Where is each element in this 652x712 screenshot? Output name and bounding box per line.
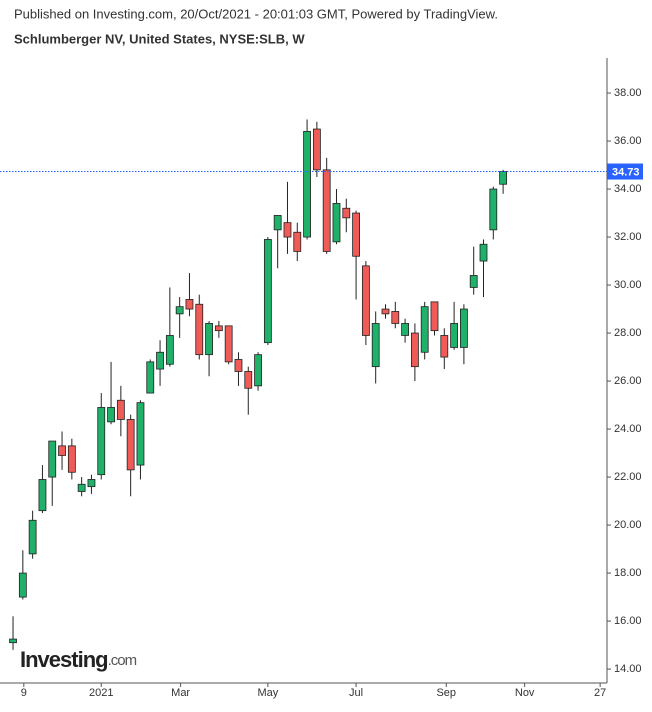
candle-body — [420, 306, 429, 353]
candle-body — [116, 399, 125, 420]
candle-body — [469, 275, 478, 288]
y-tick-label: 30.00 — [614, 279, 642, 291]
y-tick-label: 18.00 — [614, 567, 642, 579]
candle-body — [48, 440, 57, 478]
candle-body — [254, 354, 262, 387]
candle-body — [342, 207, 351, 219]
candle-body — [28, 519, 37, 555]
candle-body — [440, 335, 449, 358]
candle-body — [214, 325, 223, 332]
candle-body — [361, 265, 370, 336]
candle-body — [9, 638, 17, 644]
watermark-suffix: .com — [108, 652, 137, 669]
candle-body — [352, 212, 360, 257]
candle-body — [489, 188, 498, 231]
y-tick-label: 38.00 — [614, 87, 642, 99]
candle-body — [371, 323, 380, 368]
candle-body — [107, 407, 115, 423]
x-tick-label: May — [257, 687, 278, 699]
y-tick-label: 26.00 — [614, 375, 642, 387]
candle-body — [459, 308, 468, 348]
candle-body — [136, 402, 145, 466]
candle-body — [479, 243, 488, 262]
y-tick-label: 22.00 — [614, 471, 642, 483]
candle-body — [18, 572, 27, 598]
candle-body — [430, 301, 439, 332]
candle-body — [312, 128, 321, 171]
candle-body — [381, 308, 390, 315]
y-tick-label: 34.00 — [614, 183, 642, 195]
x-tick-label: 9 — [21, 687, 27, 699]
candle-body — [156, 351, 164, 370]
x-tick-label: 27 — [594, 687, 606, 699]
x-tick-label: 2021 — [89, 687, 113, 699]
y-tick-label: 16.00 — [614, 615, 642, 627]
watermark: Investing.com — [20, 647, 137, 672]
y-tick-label: 24.00 — [614, 423, 642, 435]
candle-body — [87, 479, 96, 488]
candle-body — [283, 222, 292, 238]
x-tick-label: Mar — [171, 687, 190, 699]
candle-body — [273, 215, 282, 231]
y-tick-label: 14.00 — [614, 663, 642, 675]
candle-body — [332, 203, 341, 243]
candle-body — [195, 303, 204, 356]
candle-body — [234, 359, 243, 372]
x-tick-label: Nov — [515, 687, 535, 699]
candle-body — [205, 323, 213, 356]
candle-body — [77, 483, 86, 492]
candle-body — [126, 419, 135, 471]
candle-body — [450, 323, 458, 348]
candle-body — [244, 371, 253, 389]
candle-body — [401, 323, 409, 336]
y-tick-label: 32.00 — [614, 231, 642, 243]
chart-title: Schlumberger NV, United States, NYSE:SLB… — [14, 31, 305, 46]
candle-body — [293, 231, 302, 252]
last-price-label: 34.73 — [612, 166, 640, 178]
candle-body — [38, 479, 47, 512]
candle-body — [165, 335, 174, 365]
candle-body — [97, 407, 106, 476]
candle-body — [146, 361, 155, 394]
watermark-main: Investing — [20, 647, 108, 672]
candle-body — [322, 169, 331, 252]
candle-body — [263, 239, 272, 344]
candle-body — [67, 445, 76, 473]
candle-body — [58, 445, 66, 456]
candle-body — [410, 332, 419, 368]
candle-body — [303, 131, 311, 238]
x-tick-label: Jul — [349, 687, 363, 699]
candle-body — [185, 299, 194, 310]
y-tick-label: 28.00 — [614, 327, 642, 339]
last-price-box — [607, 163, 643, 180]
candle-body — [499, 171, 508, 185]
candle-body — [224, 325, 233, 363]
x-tick-label: Sep — [436, 687, 456, 699]
candle-body — [175, 306, 184, 315]
y-tick-label: 36.00 — [614, 135, 642, 147]
candle-body — [391, 311, 400, 324]
header: Published on Investing.com, 20/Oct/2021 … — [14, 6, 498, 21]
y-tick-label: 20.00 — [614, 519, 642, 531]
